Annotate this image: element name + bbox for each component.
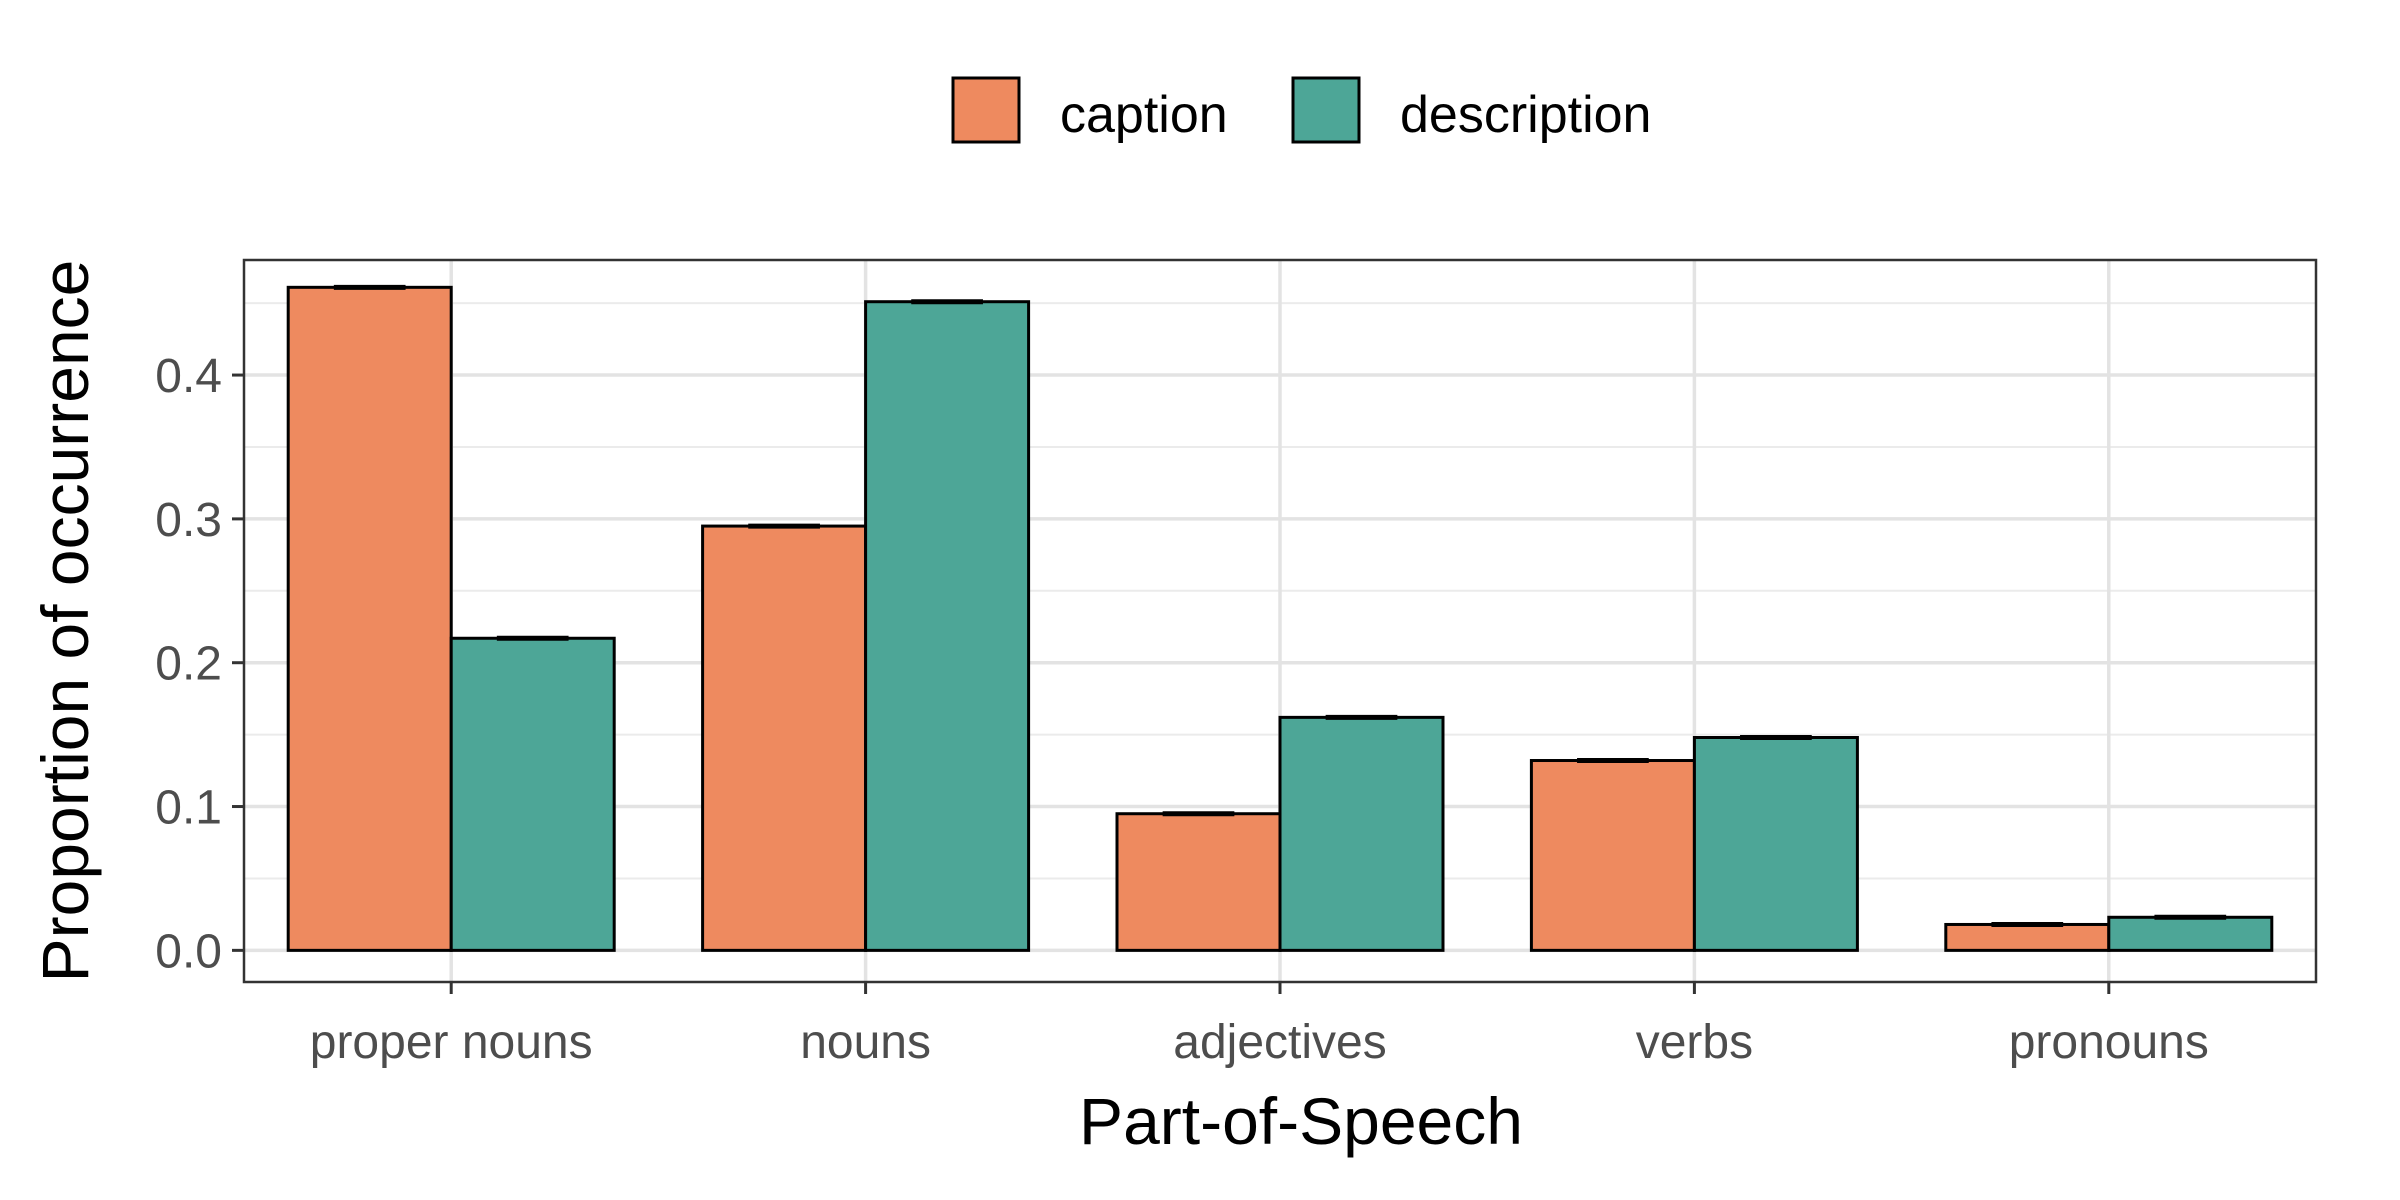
- legend-swatch-description: [1291, 76, 1361, 144]
- x-axis: proper nouns nouns adjectives verbs pronouns: [310, 982, 2209, 1069]
- bar-description-adjectives: [1278, 715, 1445, 952]
- bar-caption-proper-nouns: [286, 285, 453, 952]
- bar-caption-nouns: [701, 524, 868, 952]
- x-tick-label: pronouns: [2009, 1016, 2209, 1069]
- x-tick-label: nouns: [800, 1016, 931, 1069]
- bar-description-verbs: [1692, 735, 1859, 952]
- y-tick-label: 0.4: [155, 350, 222, 403]
- bar-description-nouns: [864, 300, 1031, 952]
- x-tick-label: adjectives: [1173, 1016, 1386, 1069]
- y-tick-label: 0.1: [155, 782, 222, 835]
- y-tick-label: 0.2: [155, 638, 222, 691]
- bar-description-pronouns: [2107, 915, 2274, 952]
- bar-description-proper-nouns: [449, 636, 616, 952]
- x-tick-label: verbs: [1636, 1016, 1753, 1069]
- y-axis: 0.0 0.1 0.2 0.3 0.4: [155, 350, 244, 978]
- x-tick-label: proper nouns: [310, 1016, 593, 1069]
- y-tick-label: 0.3: [155, 494, 222, 547]
- bars: [286, 285, 2274, 952]
- x-axis-title: Part-of-Speech: [1079, 1084, 1523, 1158]
- legend-label-description: description: [1400, 86, 1651, 144]
- legend-swatch-caption: [951, 76, 1021, 144]
- y-tick-label: 0.0: [155, 925, 222, 978]
- legend-label-caption: caption: [1060, 86, 1228, 144]
- error-bars: [333, 284, 2227, 927]
- bar-caption-verbs: [1529, 759, 1696, 952]
- y-axis-title: Proportion of occurrence: [28, 260, 102, 983]
- bar-caption-pronouns: [1944, 922, 2111, 952]
- bar-caption-adjectives: [1115, 812, 1282, 952]
- legend: caption description: [951, 76, 1651, 144]
